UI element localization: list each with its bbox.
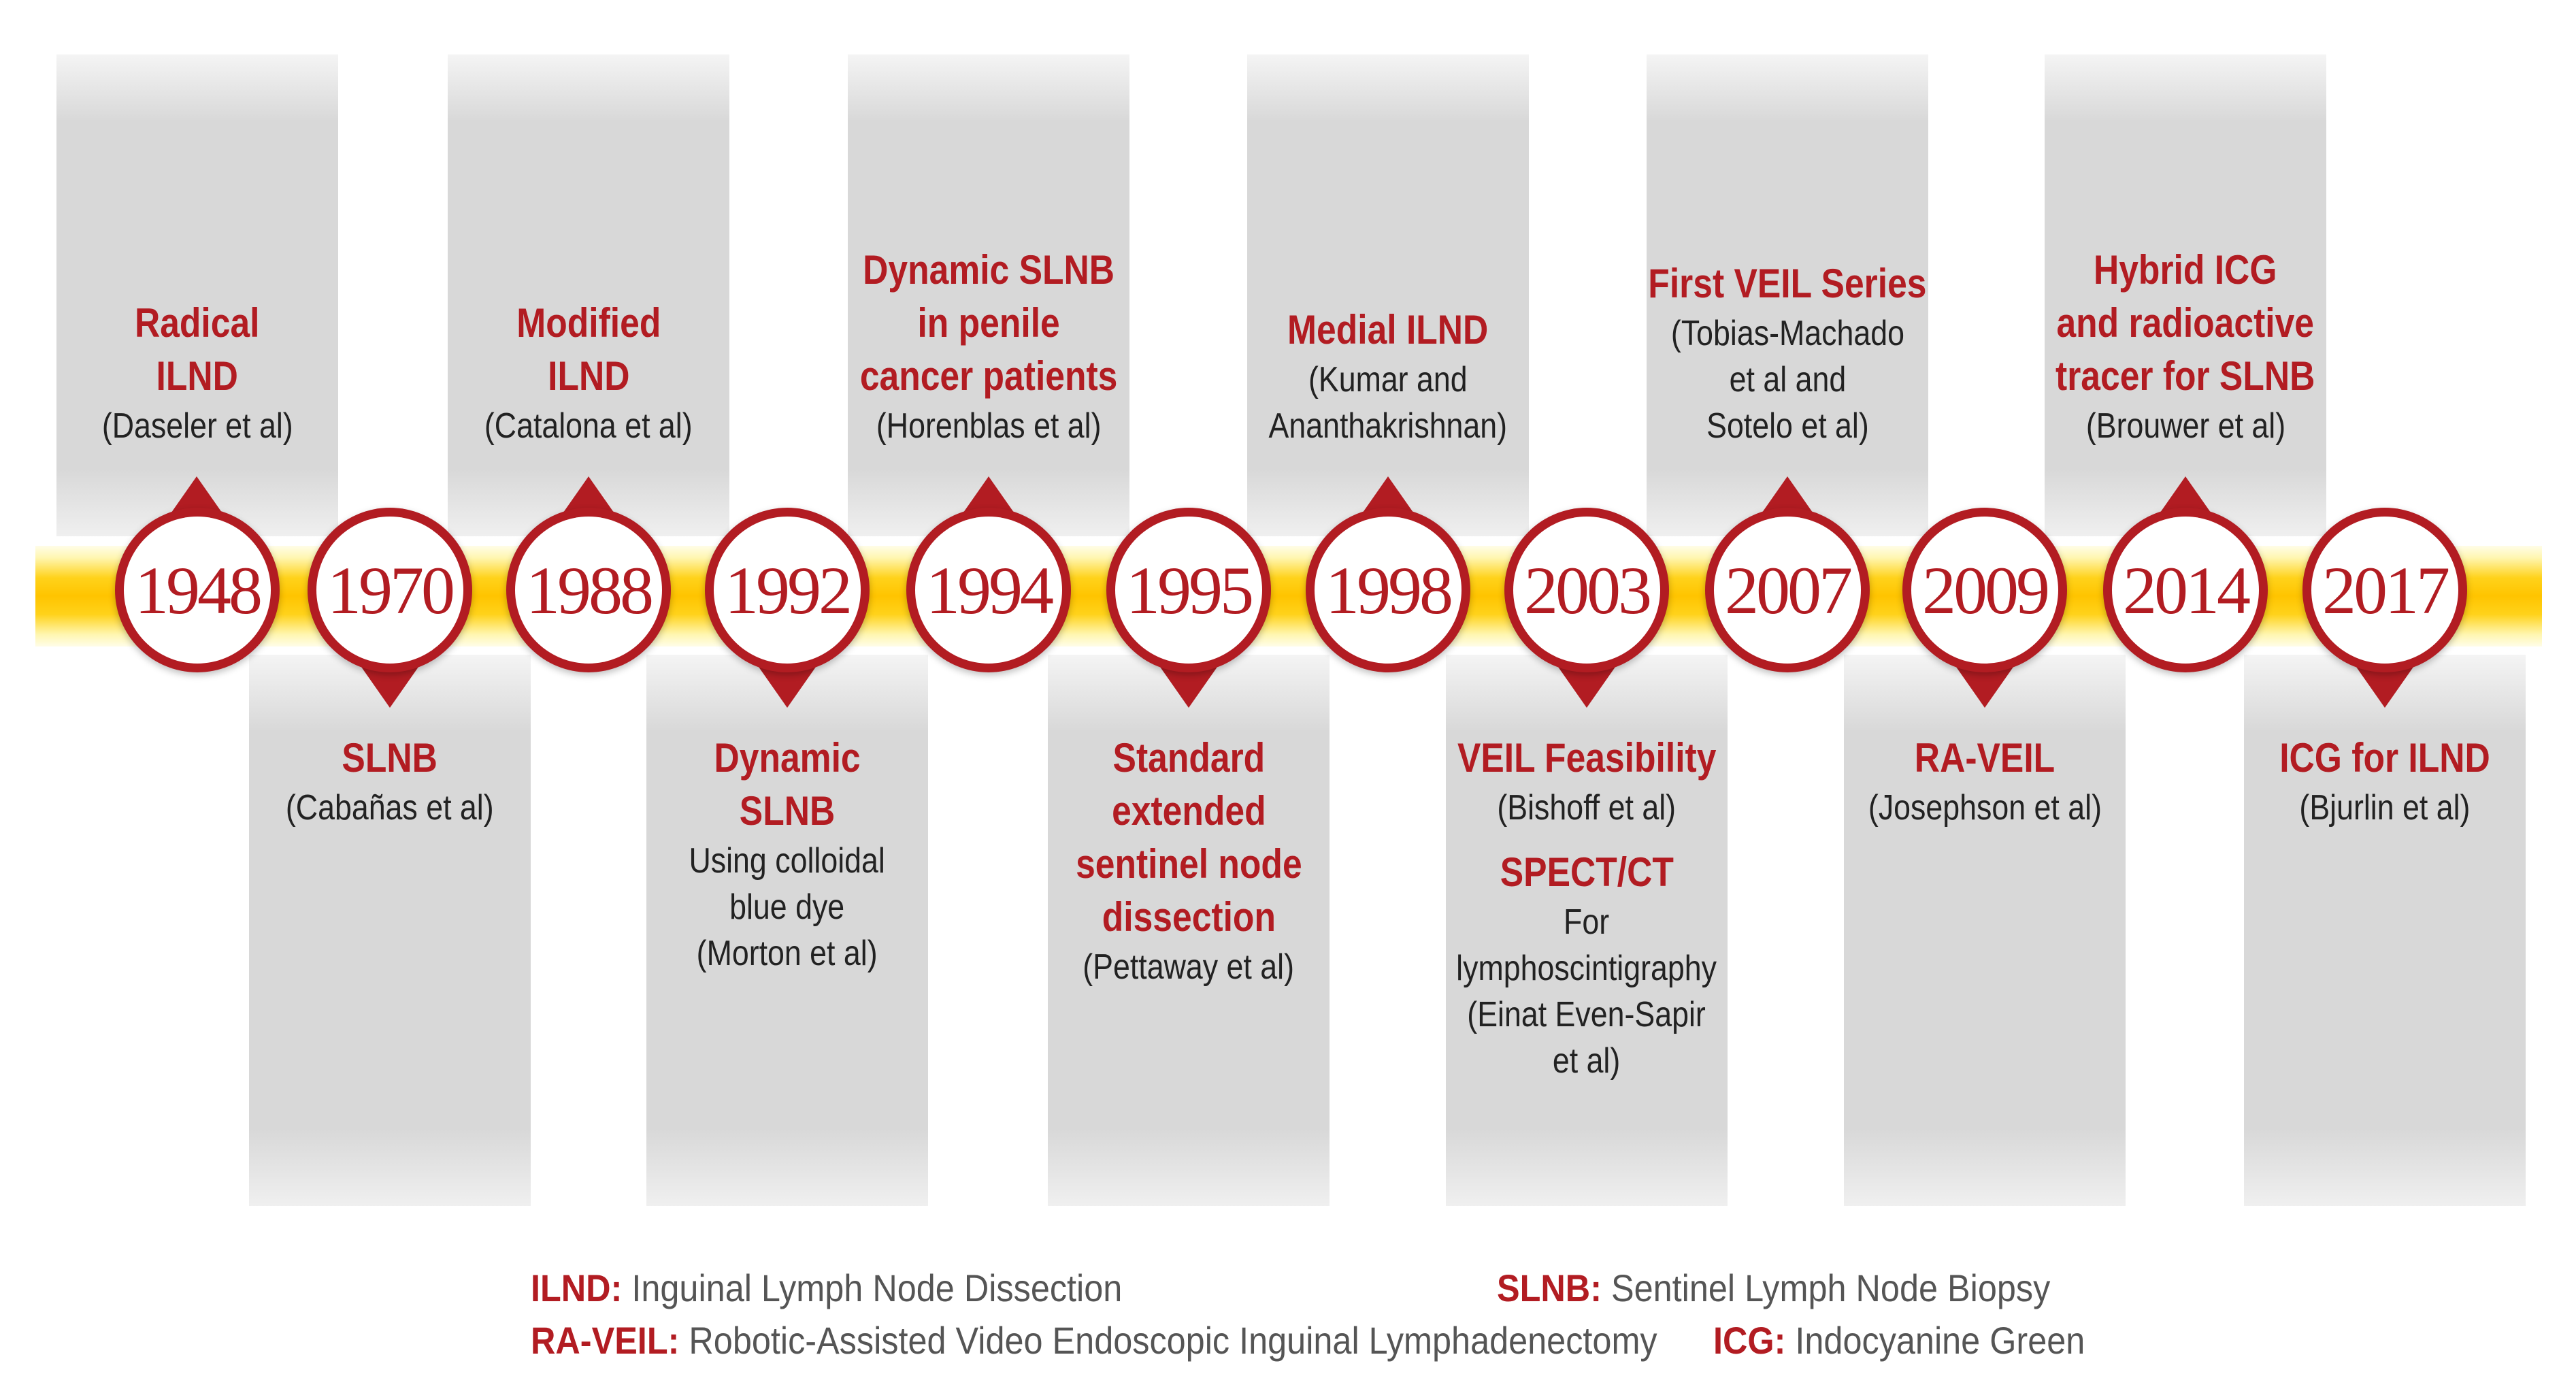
legend-definition: Sentinel Lymph Node Biopsy [1611, 1267, 2051, 1309]
year-label: 2003 [1524, 552, 1652, 628]
legend-definition: Robotic-Assisted Video Endoscopic Inguin… [689, 1319, 1657, 1362]
year-label: 1992 [725, 552, 853, 628]
event-panel [1844, 655, 2126, 1206]
pointer-down-icon [2356, 667, 2413, 708]
event-subtitle: (Brouwer et al) [2085, 406, 2285, 446]
year-label: 2007 [1725, 552, 1853, 628]
year-marker: 1994 [906, 508, 1071, 672]
event-subtitle: (Daseler et al) [101, 406, 293, 446]
event-subtitle: (Tobias-Machado et al and Sotelo et al) [1670, 314, 1904, 446]
event-text: Radical ILND (Daseler et al) [20, 54, 374, 449]
legend-item-ra-veil: RA-VEIL: Robotic-Assisted Video Endoscop… [531, 1317, 1657, 1365]
event-text: Hybrid ICG and radioactive tracer for SL… [2009, 54, 2362, 449]
pointer-down-icon [759, 667, 816, 708]
year-label: 1998 [1325, 552, 1453, 628]
event-text: SLNB (Cabañas et al) [213, 732, 567, 831]
event-title: Standard extended sentinel node dissecti… [1075, 735, 1302, 940]
pointer-down-icon [361, 667, 418, 708]
event-subtitle: (Kumar and Ananthakrishnan) [1268, 360, 1508, 446]
event-panel [448, 54, 729, 536]
event-subtitle: (Bjurlin et al) [2299, 788, 2471, 828]
event-subtitle: For lymphoscintigraphy (Einat Even-Sapir… [1456, 902, 1717, 1081]
year-label: 1948 [135, 552, 263, 628]
event-title: Radical ILND [135, 300, 260, 399]
event-text: RA-VEIL (Josephson et al) [1808, 732, 2162, 831]
event-panel [1446, 655, 1728, 1206]
year-label: 2009 [1922, 552, 2050, 628]
legend-item-ilnd: ILND: Inguinal Lymph Node Dissection [531, 1264, 1122, 1312]
year-marker: 2017 [2302, 508, 2467, 672]
event-subtitle: (Josephson et al) [1868, 788, 2102, 828]
event-text: VEIL Feasibility (Bishoff et al) SPECT/C… [1410, 732, 1764, 1084]
event-panel [2045, 54, 2326, 536]
event-text: Standard extended sentinel node dissecti… [1012, 732, 1366, 990]
event-panel [56, 54, 338, 536]
event-subtitle: (Cabañas et al) [286, 788, 494, 828]
year-marker: 1948 [115, 508, 280, 672]
event-text: ICG for ILND (Bjurlin et al) [2208, 732, 2562, 831]
pointer-down-icon [1558, 667, 1615, 708]
event-text: Dynamic SLNB in penile cancer patients (… [812, 54, 1166, 449]
event-title: Hybrid ICG and radioactive tracer for SL… [2055, 247, 2315, 399]
event-panel [1048, 655, 1330, 1206]
year-marker: 1998 [1306, 508, 1470, 672]
year-label: 2014 [2123, 552, 2251, 628]
event-subtitle: (Catalona et al) [484, 406, 693, 446]
legend-definition: Indocyanine Green [1795, 1319, 2085, 1362]
legend-abbr: SLNB: [1497, 1267, 1602, 1309]
year-marker: 1988 [506, 508, 671, 672]
event-text: Medial ILND (Kumar and Ananthakrishnan) [1211, 54, 1565, 449]
year-marker: 2007 [1705, 508, 1870, 672]
legend-abbr: ICG: [1713, 1319, 1786, 1362]
pointer-down-icon [1160, 667, 1217, 708]
legend-item-slnb: SLNB: Sentinel Lymph Node Biopsy [1497, 1264, 2050, 1312]
year-marker: 1992 [705, 508, 870, 672]
event-title: SLNB [342, 735, 438, 781]
pointer-down-icon [1956, 667, 2013, 708]
event-panel [848, 54, 1129, 536]
year-marker: 2014 [2103, 508, 2268, 672]
legend-abbr: ILND: [531, 1267, 623, 1309]
event-subtitle: Using colloidal blue dye (Morton et al) [689, 841, 886, 973]
event-title: RA-VEIL [1914, 735, 2055, 781]
event-panel [1647, 54, 1928, 536]
legend-definition: Inguinal Lymph Node Dissection [631, 1267, 1123, 1309]
year-label: 1988 [526, 552, 654, 628]
year-marker: 1970 [308, 508, 472, 672]
event-panel [646, 655, 928, 1206]
event-title: SPECT/CT [1500, 849, 1674, 895]
year-marker: 2003 [1504, 508, 1669, 672]
event-panel [249, 655, 531, 1206]
legend-abbr: RA-VEIL: [531, 1319, 680, 1362]
event-subtitle: (Horenblas et al) [876, 406, 1102, 446]
event-panel [2244, 655, 2526, 1206]
event-title: Medial ILND [1287, 307, 1489, 353]
event-text: First VEIL Series (Tobias-Machado et al … [1611, 54, 1964, 449]
year-marker: 1995 [1106, 508, 1271, 672]
event-subtitle: (Pettaway et al) [1083, 947, 1295, 987]
event-text: Dynamic SLNB Using colloidal blue dye (M… [610, 732, 964, 977]
year-label: 1995 [1126, 552, 1254, 628]
year-label: 1994 [926, 552, 1054, 628]
event-title: Dynamic SLNB [714, 735, 861, 834]
event-title: VEIL Feasibility [1457, 735, 1717, 781]
event-text: Modified ILND (Catalona et al) [412, 54, 765, 449]
event-title: Modified ILND [516, 300, 661, 399]
event-title: ICG for ILND [2279, 735, 2490, 781]
year-marker: 2009 [1902, 508, 2067, 672]
event-title: First VEIL Series [1648, 261, 1927, 306]
year-label: 2017 [2322, 552, 2450, 628]
event-subtitle: (Bishoff et al) [1497, 788, 1677, 828]
legend-item-icg: ICG: Indocyanine Green [1713, 1317, 2085, 1365]
event-panel [1247, 54, 1529, 536]
year-label: 1970 [327, 552, 455, 628]
event-title: Dynamic SLNB in penile cancer patients [859, 247, 1118, 399]
